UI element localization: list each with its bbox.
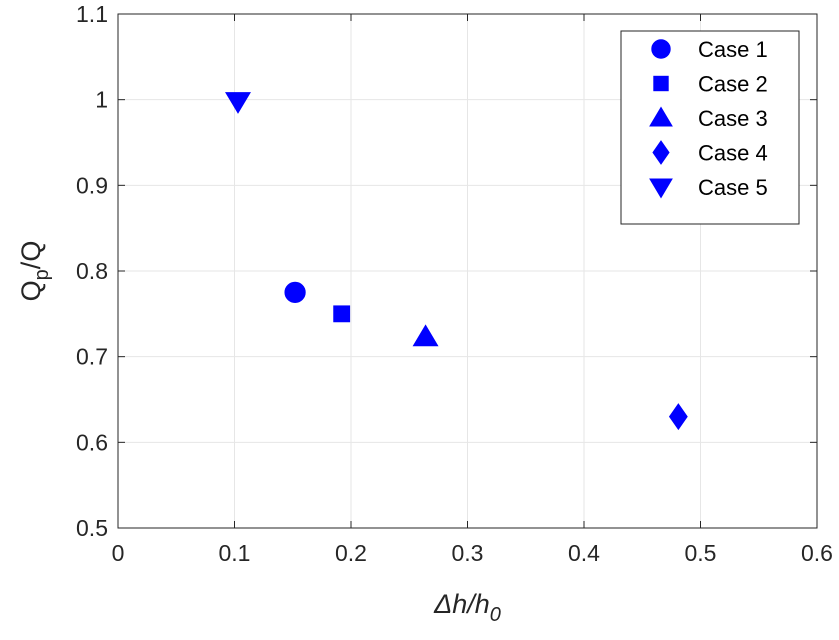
x-tick-label: 0.5 [685, 540, 717, 566]
legend-marker-square [653, 75, 669, 92]
data-point-case-4 [668, 403, 688, 431]
x-tick-label: 0.1 [219, 540, 251, 566]
legend-items: Case 1 Case 2 Case 3 Case 4 Case 5 [649, 37, 768, 200]
legend-label: Case 2 [698, 72, 768, 97]
legend-item-case-3: Case 3 [649, 106, 768, 131]
legend-marker-triangle-up [649, 106, 673, 127]
y-axis-label-tail: /Q [16, 241, 46, 270]
legend: Case 1 Case 2 Case 3 Case 4 Case 5 [620, 30, 800, 225]
x-tick-labels: 0 0.1 0.2 0.3 0.4 0.5 0.6 [112, 540, 833, 566]
legend-label: Case 4 [698, 141, 768, 166]
y-tick-label: 0.8 [76, 258, 108, 284]
y-tick-label: 0.7 [76, 344, 108, 370]
data-point-case-2 [333, 305, 351, 323]
legend-label: Case 5 [698, 175, 768, 200]
y-tick-label: 0.5 [76, 515, 108, 541]
legend-label: Case 1 [698, 37, 768, 62]
axis-ticks [117, 13, 818, 529]
legend-item-case-5: Case 5 [649, 175, 768, 200]
x-tick-label: 0.4 [568, 540, 600, 566]
legend-item-case-1: Case 1 [651, 37, 768, 62]
y-axis-label-base: Q [16, 280, 46, 301]
data-point-case-5 [225, 92, 251, 114]
x-tick-label: 0.3 [452, 540, 484, 566]
legend-marker-diamond [652, 140, 670, 165]
legend-marker-circle [651, 39, 671, 59]
x-axis-label: Δh/h0 [433, 589, 501, 626]
y-tick-label: 0.6 [76, 429, 108, 455]
legend-item-case-4: Case 4 [652, 140, 768, 166]
data-point-case-3 [412, 324, 439, 347]
x-tick-label: 0.2 [335, 540, 367, 566]
x-axis-label-sub: 0 [490, 604, 501, 626]
x-tick-label: 0 [112, 540, 125, 566]
legend-label: Case 3 [698, 106, 768, 131]
y-axis-label: Qp/Q [16, 241, 53, 302]
y-tick-label: 1 [95, 87, 108, 113]
y-tick-label: 0.9 [76, 172, 108, 198]
legend-marker-triangle-down [649, 178, 673, 199]
y-axis-label-sub: p [31, 269, 53, 280]
x-axis-label-base: Δh/h [433, 589, 490, 619]
legend-box [620, 30, 800, 225]
data-point-case-1 [284, 281, 306, 304]
legend-item-case-2: Case 2 [653, 72, 768, 97]
y-tick-label: 1.1 [76, 1, 108, 27]
y-tick-labels: 0.5 0.6 0.7 0.8 0.9 1 1.1 [76, 1, 108, 541]
x-tick-label: 0.6 [801, 540, 833, 566]
data-points [225, 92, 688, 431]
